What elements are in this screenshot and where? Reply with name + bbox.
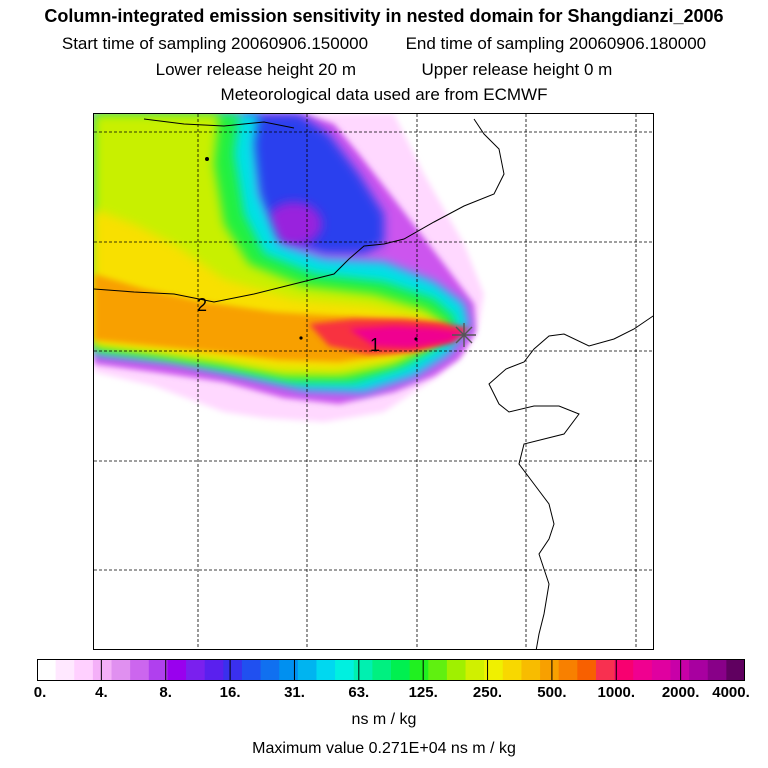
color-scale-tick-label: 250. <box>472 684 503 701</box>
map-canvas: 2 1 <box>94 114 653 649</box>
color-scale-swatch <box>335 659 355 681</box>
color-scale-swatch <box>279 659 299 681</box>
cross-star-icon <box>452 323 476 347</box>
color-scale-tick-label: 500. <box>537 684 567 701</box>
color-scale-swatch <box>130 659 150 681</box>
color-scale-swatch <box>651 659 672 681</box>
met-data-label: Meteorological data used are from ECMWF <box>220 85 548 104</box>
color-scale-bar <box>37 659 745 681</box>
color-scale-swatch <box>633 659 653 681</box>
color-scale-swatch <box>37 659 57 681</box>
contour-label-1: 1 <box>370 335 380 355</box>
start-time-label: Start time of sampling 20060906.150000 <box>61 34 369 53</box>
color-scale-swatch <box>148 659 169 681</box>
end-time-label: End time of sampling 20060906.180000 <box>405 34 707 53</box>
grid-lines <box>94 114 653 649</box>
color-scale-tick-label: 31. <box>284 684 305 701</box>
color-scale-swatch <box>204 659 224 681</box>
color-scale-swatch <box>167 659 187 681</box>
units-label: ns m / kg <box>351 711 417 728</box>
city-dot <box>205 157 209 161</box>
color-scale-swatch <box>297 659 318 681</box>
color-scale-swatch <box>74 659 94 681</box>
color-scale-swatch <box>521 659 541 681</box>
color-scale-swatch <box>260 659 280 681</box>
color-scale-swatch <box>577 659 597 681</box>
color-scale-tick-label: 4000. <box>712 684 750 701</box>
color-scale-swatch <box>223 659 243 681</box>
color-scale-swatch <box>391 659 411 681</box>
upper-release-label: Upper release height 0 m <box>421 60 613 79</box>
city-dot <box>299 336 303 340</box>
color-scale-swatch <box>484 659 504 681</box>
map-panel: 2 1 <box>93 113 654 650</box>
color-scale-swatch <box>186 659 206 681</box>
color-scale-tick-label: 8. <box>159 684 172 701</box>
color-scale-tick-label: 1000. <box>597 684 636 701</box>
plot-title: Column-integrated emission sensitivity i… <box>44 6 724 26</box>
color-scale-swatch <box>316 659 336 681</box>
color-scale-tick-label: 63. <box>348 684 370 701</box>
color-scale-swatch <box>670 659 690 681</box>
color-scale-swatch <box>353 659 373 681</box>
sampling-time-line: Start time of sampling 20060906.150000 E… <box>0 34 768 54</box>
emission-sensitivity-field <box>94 114 484 422</box>
color-scale-swatch <box>726 659 745 681</box>
color-scale-tick-label: 2000. <box>661 684 700 701</box>
color-scale-swatch <box>241 659 262 681</box>
color-scale-swatch <box>707 659 727 681</box>
maximum-value-label: Maximum value 0.271E+04 ns m / kg <box>252 740 516 757</box>
color-scale-tick-label: 0. <box>33 684 47 701</box>
color-scale-tick-label: 125. <box>408 684 438 701</box>
color-scale-tick-label: 16. <box>219 684 241 701</box>
lower-release-label: Lower release height 20 m <box>155 60 356 79</box>
color-scale-swatch <box>372 659 392 681</box>
color-scale-labels: 0. 4. 8. 16. 31. 63. 125. 250. 500. 1000. 2000. 400… <box>0 684 768 706</box>
color-scale-tick-label: 4. <box>95 684 108 701</box>
color-scale-swatch <box>446 659 467 681</box>
color-scale-swatch <box>111 659 131 681</box>
release-height-line: Lower release height 20 m Upper release … <box>0 60 768 80</box>
coastlines <box>94 118 653 649</box>
color-scale-border <box>37 659 745 681</box>
color-scale-swatch <box>502 659 523 681</box>
color-scale-swatch <box>92 659 113 681</box>
color-scale-swatch <box>55 659 75 681</box>
color-scale-swatch <box>428 659 448 681</box>
contour-label-2: 2 <box>197 295 207 315</box>
color-scale-swatch <box>595 659 616 681</box>
color-scale-swatch <box>409 659 429 681</box>
color-scale-swatch <box>689 659 709 681</box>
color-scale-swatch <box>465 659 485 681</box>
city-dot <box>414 337 418 341</box>
color-scale-swatch <box>614 659 634 681</box>
color-scale-swatch <box>558 659 578 681</box>
color-scale-swatch <box>540 659 560 681</box>
